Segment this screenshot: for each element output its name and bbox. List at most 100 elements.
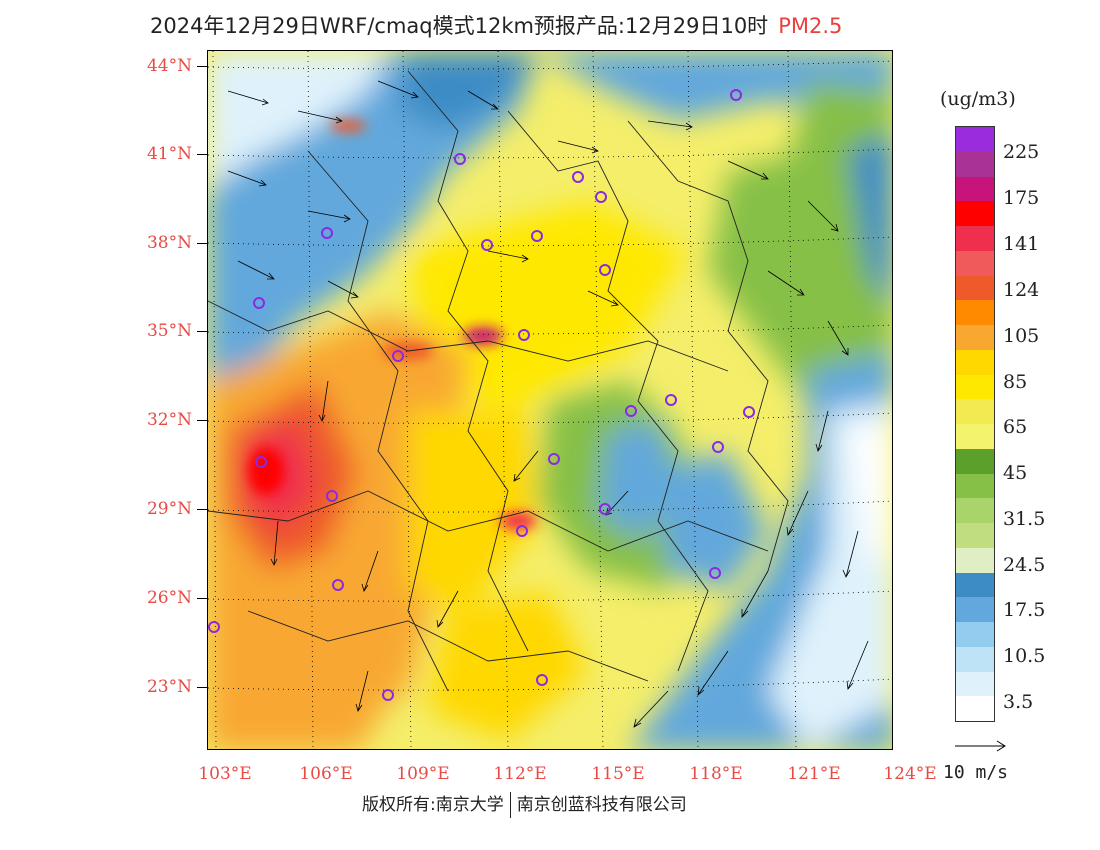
lat-label: 35°N bbox=[146, 321, 192, 341]
color-scale-segment bbox=[956, 325, 994, 350]
legend-label: 141 bbox=[1003, 233, 1040, 255]
city-marker bbox=[743, 406, 755, 418]
lat-tick bbox=[197, 687, 207, 688]
lat-label: 29°N bbox=[146, 499, 192, 519]
graticule bbox=[208, 51, 892, 749]
city-marker bbox=[208, 621, 220, 633]
city-marker bbox=[625, 405, 637, 417]
legend-label: 124 bbox=[1003, 279, 1040, 301]
map-title: 2024年12月29日WRF/cmaq模式12km预报产品:12月29日10时 P… bbox=[150, 10, 950, 42]
city-marker bbox=[730, 89, 742, 101]
city-marker bbox=[481, 239, 493, 251]
lat-label: 44°N bbox=[146, 56, 192, 76]
color-scale-segment bbox=[956, 696, 994, 721]
lat-tick bbox=[197, 154, 207, 155]
color-scale-segment bbox=[956, 597, 994, 622]
copyright-divider bbox=[509, 792, 511, 818]
legend-unit: (ug/m3) bbox=[940, 88, 1016, 110]
copyright-left: 版权所有:南京大学 bbox=[362, 795, 504, 815]
city-marker bbox=[531, 230, 543, 242]
legend-label: 45 bbox=[1003, 462, 1028, 484]
color-scale-segment bbox=[956, 201, 994, 226]
city-markers bbox=[208, 89, 755, 701]
city-marker bbox=[595, 191, 607, 203]
color-scale-segment bbox=[956, 300, 994, 325]
city-marker bbox=[572, 171, 584, 183]
lat-label: 41°N bbox=[146, 144, 192, 164]
city-marker bbox=[712, 441, 724, 453]
color-scale-segment bbox=[956, 226, 994, 251]
city-marker bbox=[548, 453, 560, 465]
color-scale-segment bbox=[956, 399, 994, 424]
city-marker bbox=[255, 456, 267, 468]
color-scale-bar bbox=[955, 126, 995, 722]
color-scale-segment bbox=[956, 498, 994, 523]
wind-reference-arrow bbox=[955, 740, 1006, 752]
color-scale-segment bbox=[956, 671, 994, 697]
color-scale-segment bbox=[956, 622, 994, 647]
legend-label: 65 bbox=[1003, 416, 1028, 438]
color-scale-segment bbox=[956, 646, 994, 672]
pm25-forecast-map bbox=[207, 50, 893, 750]
color-scale-segment bbox=[956, 349, 994, 375]
city-marker bbox=[382, 689, 394, 701]
copyright-notice: 版权所有:南京大学 南京创蓝科技有限公司 bbox=[362, 790, 687, 818]
lon-label: 115°E bbox=[591, 764, 645, 784]
legend-label: 105 bbox=[1003, 325, 1040, 347]
city-marker bbox=[536, 674, 548, 686]
color-scale-segment bbox=[956, 151, 994, 177]
legend-label: 3.5 bbox=[1003, 691, 1034, 713]
legend-label: 85 bbox=[1003, 371, 1028, 393]
lon-label: 103°E bbox=[198, 764, 252, 784]
city-marker bbox=[709, 567, 721, 579]
color-scale-segment bbox=[956, 473, 994, 499]
color-scale-segment bbox=[956, 374, 994, 400]
city-marker bbox=[321, 227, 333, 239]
title-main: 2024年12月29日WRF/cmaq模式12km预报产品:12月29日10时 bbox=[150, 14, 769, 38]
lon-label: 118°E bbox=[689, 764, 743, 784]
lat-label: 23°N bbox=[146, 677, 192, 697]
copyright-right: 南京创蓝科技有限公司 bbox=[516, 795, 687, 815]
title-product: PM2.5 bbox=[778, 14, 843, 38]
city-marker bbox=[518, 329, 530, 341]
color-scale-segment bbox=[956, 424, 994, 449]
legend-label: 225 bbox=[1003, 141, 1040, 163]
lat-tick bbox=[197, 598, 207, 599]
wind-reference-label: 10 m/s bbox=[943, 762, 1009, 783]
lat-label: 26°N bbox=[146, 588, 192, 608]
lat-tick bbox=[197, 243, 207, 244]
city-marker bbox=[332, 579, 344, 591]
map-canvas bbox=[208, 51, 892, 749]
city-marker bbox=[326, 490, 338, 502]
province-boundaries bbox=[208, 70, 789, 692]
color-scale-segment bbox=[956, 572, 994, 598]
lat-label: 32°N bbox=[146, 410, 192, 430]
legend-label: 31.5 bbox=[1003, 508, 1046, 530]
color-scale-segment bbox=[956, 127, 994, 152]
color-scale-segment bbox=[956, 523, 994, 548]
lat-label: 38°N bbox=[146, 233, 192, 253]
city-marker bbox=[599, 264, 611, 276]
legend-label: 17.5 bbox=[1003, 599, 1046, 621]
lon-label: 106°E bbox=[299, 764, 353, 784]
color-scale-segment bbox=[956, 547, 994, 573]
color-scale-segment bbox=[956, 448, 994, 474]
lon-label: 112°E bbox=[493, 764, 547, 784]
wind-vectors bbox=[227, 80, 869, 728]
city-marker bbox=[454, 153, 466, 165]
color-scale-segment bbox=[956, 275, 994, 301]
city-marker bbox=[516, 525, 528, 537]
lat-tick bbox=[197, 66, 207, 67]
lat-tick bbox=[197, 331, 207, 332]
city-marker bbox=[599, 503, 611, 515]
color-scale-segment bbox=[956, 250, 994, 276]
city-marker bbox=[392, 350, 404, 362]
color-scale-segment bbox=[956, 176, 994, 202]
lat-tick bbox=[197, 509, 207, 510]
city-marker bbox=[253, 297, 265, 309]
legend-label: 24.5 bbox=[1003, 554, 1046, 576]
legend-label: 10.5 bbox=[1003, 645, 1046, 667]
legend-label: 175 bbox=[1003, 187, 1040, 209]
lat-tick bbox=[197, 420, 207, 421]
city-marker bbox=[665, 394, 677, 406]
